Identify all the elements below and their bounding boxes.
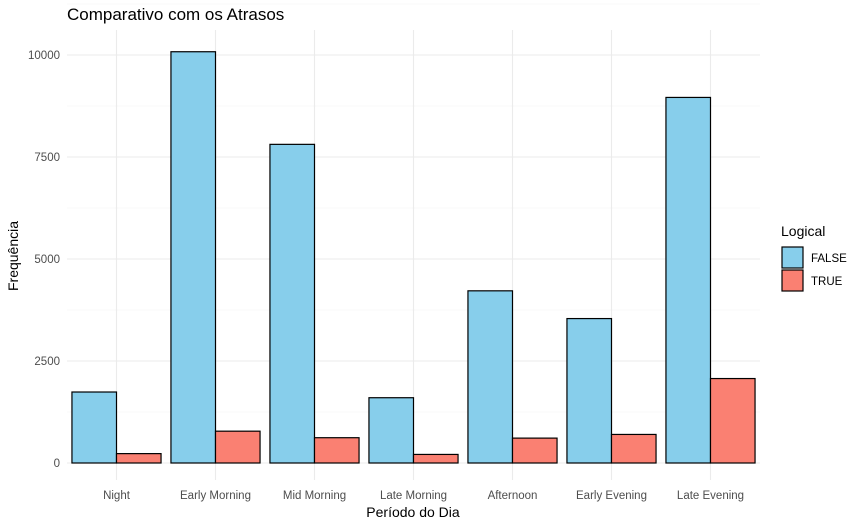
x-tick-label: Mid Morning	[283, 490, 346, 502]
bar	[115, 453, 162, 464]
x-axis-ticks: Night Early Morning Mid Morning Late Mornin…	[103, 490, 744, 502]
bars	[71, 51, 756, 464]
y-axis-ticks: 0 2500 5000 7500 10000	[28, 50, 60, 470]
x-tick-label: Night	[103, 490, 131, 502]
y-tick-label: 2500	[34, 356, 60, 368]
bar	[313, 437, 360, 464]
bar	[566, 317, 613, 464]
bar	[269, 143, 316, 464]
legend-label: TRUE	[811, 276, 843, 288]
bar	[170, 51, 217, 464]
bar	[467, 290, 514, 464]
legend-title: Logical	[781, 223, 825, 239]
bar	[665, 96, 712, 464]
y-tick-label: 5000	[34, 254, 60, 266]
y-tick-label: 0	[54, 458, 60, 470]
x-tick-label: Early Evening	[576, 490, 647, 502]
y-axis-title: Frequência	[5, 221, 21, 291]
bar	[412, 453, 459, 464]
y-tick-label: 10000	[28, 50, 60, 62]
bar	[511, 437, 558, 464]
bar	[368, 397, 415, 464]
legend-swatch	[781, 246, 804, 269]
legend-label: FALSE	[811, 253, 847, 265]
x-axis-title: Período do Dia	[366, 504, 460, 520]
legend: Logical FALSE TRUE	[781, 223, 847, 292]
legend-swatch	[781, 269, 804, 292]
bar	[610, 433, 657, 464]
x-tick-label: Late Morning	[380, 490, 447, 502]
x-tick-label: Late Evening	[677, 490, 744, 502]
chart-title: Comparativo com os Atrasos	[67, 5, 284, 24]
y-tick-label: 7500	[34, 152, 60, 164]
x-tick-label: Early Morning	[180, 490, 251, 502]
bar	[709, 377, 756, 464]
bar	[71, 391, 118, 464]
bar	[214, 430, 261, 464]
x-tick-label: Afternoon	[488, 490, 538, 502]
